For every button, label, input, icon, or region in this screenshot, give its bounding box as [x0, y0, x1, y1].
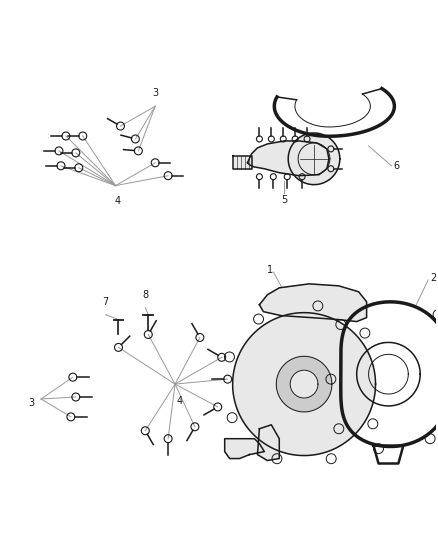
Text: 8: 8: [142, 290, 148, 300]
Polygon shape: [225, 439, 265, 458]
Polygon shape: [233, 313, 375, 456]
Polygon shape: [258, 425, 279, 461]
Text: 4: 4: [114, 196, 120, 206]
Text: 6: 6: [393, 161, 399, 171]
Text: 3: 3: [28, 398, 34, 408]
Text: 5: 5: [281, 195, 287, 205]
Text: 3: 3: [152, 88, 158, 98]
Polygon shape: [247, 141, 329, 176]
Polygon shape: [290, 370, 318, 398]
Polygon shape: [259, 284, 367, 321]
Text: 2: 2: [430, 273, 436, 283]
Polygon shape: [233, 156, 252, 169]
Polygon shape: [288, 133, 340, 184]
Text: 4: 4: [177, 396, 183, 406]
Text: 1: 1: [267, 265, 273, 275]
Text: 7: 7: [102, 297, 109, 306]
Polygon shape: [276, 357, 332, 412]
